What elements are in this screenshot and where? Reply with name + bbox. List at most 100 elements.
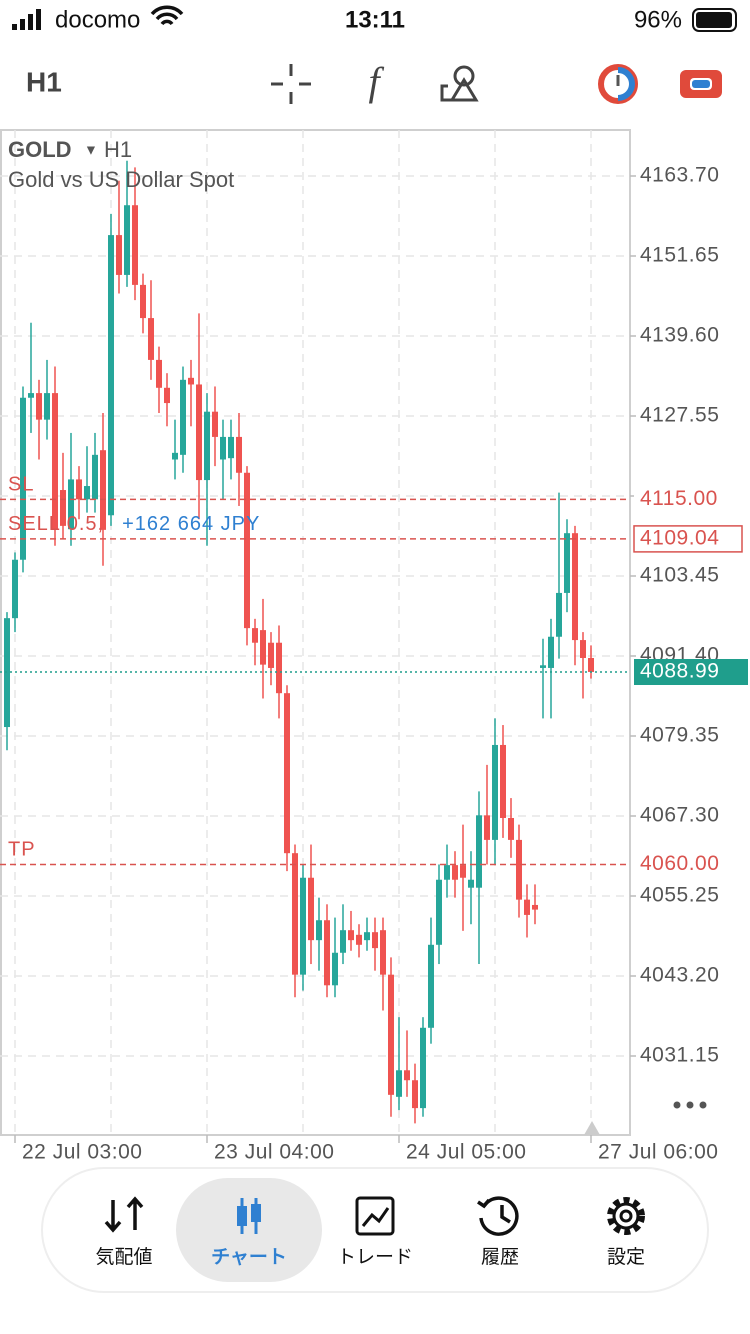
y-tick-label: 4103.45 — [640, 564, 719, 587]
y-tick-label: 4055.25 — [640, 884, 719, 907]
candle-body — [388, 974, 394, 1095]
nav-label[interactable]: 気配値 — [95, 1246, 152, 1268]
nav-label[interactable]: チャート — [211, 1247, 287, 1268]
y-tick-label: 4127.55 — [640, 404, 719, 427]
candle-body — [484, 815, 490, 840]
candle-body — [60, 490, 66, 526]
bottom-nav: 気配値 チャート トレード 履歴 設定 — [41, 1167, 709, 1293]
candle-body — [116, 235, 122, 275]
price-line-name: TP — [8, 839, 36, 861]
nav-label[interactable]: 履歴 — [481, 1247, 519, 1268]
wifi-icon — [150, 5, 184, 26]
price-line-label: 4115.00 — [640, 487, 718, 510]
settings-icon[interactable] — [607, 1197, 645, 1235]
candle-body — [572, 533, 578, 641]
candle-body — [20, 397, 26, 560]
quotes-icon[interactable] — [104, 1196, 144, 1233]
indicators-button[interactable]: f — [368, 59, 384, 104]
candle-body — [500, 744, 506, 818]
one-click-trading-button[interactable] — [598, 64, 638, 104]
candle-body — [524, 899, 530, 915]
candle-body — [316, 920, 322, 941]
candle-body — [132, 205, 138, 285]
candle-body — [364, 932, 370, 941]
battery-percent: 96% — [634, 6, 682, 33]
candle-body — [172, 452, 178, 460]
candle-body — [508, 817, 514, 840]
more-button[interactable] — [673, 1101, 707, 1109]
signal-bar — [36, 9, 41, 30]
price-line-name: SL — [8, 474, 34, 496]
current-price-box — [634, 659, 748, 686]
crosshair-button[interactable] — [271, 64, 311, 104]
x-tick-label: 27 Jul 06:00 — [598, 1141, 718, 1164]
candle-body — [276, 642, 282, 694]
candle-body — [588, 657, 594, 672]
y-tick-label: 4139.60 — [640, 324, 719, 347]
y-tick-label: 4151.65 — [640, 244, 719, 267]
symbol: GOLD — [8, 137, 72, 162]
carrier: docomo — [55, 6, 140, 33]
clock: 13:11 — [345, 6, 405, 33]
candle-body — [340, 930, 346, 953]
candle-body — [556, 592, 562, 637]
candle-body — [300, 877, 306, 975]
candle-body — [100, 450, 106, 530]
candle-body — [452, 865, 458, 880]
candle-body — [156, 359, 162, 388]
order-profit: +162 664 JPY — [122, 513, 260, 535]
dropdown-arrow[interactable]: ▼ — [84, 142, 98, 158]
candle-body — [564, 533, 570, 593]
candle-body — [164, 387, 170, 404]
x-tick-label: 23 Jul 04:00 — [214, 1141, 334, 1164]
chart-icon[interactable] — [237, 1198, 261, 1234]
candle-body — [516, 839, 522, 900]
nav-label[interactable]: 設定 — [607, 1246, 645, 1268]
y-tick-label: 4079.35 — [640, 724, 719, 747]
candle-body — [228, 436, 234, 459]
label-layer: 4163.704151.654139.604127.554115.54103.4… — [22, 164, 748, 1164]
history-icon[interactable] — [477, 1196, 519, 1236]
candle-body — [36, 393, 42, 420]
trade-button[interactable] — [680, 70, 722, 98]
price-line-name: SELL 0.5, — [8, 513, 104, 535]
candle-body — [252, 628, 258, 643]
candle-body — [308, 877, 314, 941]
candle-body — [548, 636, 554, 668]
current-price-label: 4088.99 — [640, 660, 719, 683]
price-label-bg — [634, 851, 742, 878]
grid-layer — [0, 130, 636, 1143]
y-tick-label: 4067.30 — [640, 804, 719, 827]
y-tick-label: 4043.20 — [640, 964, 719, 987]
timeframe-button[interactable]: H1 — [26, 66, 62, 97]
candle-body — [532, 904, 538, 910]
candle-body — [84, 486, 90, 500]
trade-icon[interactable] — [355, 1196, 395, 1236]
price-line-layer: SL SELL 0.5, +162 664 JPY TP — [0, 474, 630, 866]
nav-label[interactable]: トレード — [337, 1247, 413, 1268]
candle-body — [68, 479, 74, 530]
signal-bar — [28, 14, 33, 30]
nav-active-bg — [176, 1178, 322, 1282]
scroll-marker — [584, 1121, 600, 1135]
candle-body — [372, 932, 378, 949]
candle-body — [220, 436, 226, 460]
signal-bar — [12, 24, 17, 30]
candle-body — [380, 930, 386, 975]
candle-body — [492, 744, 498, 840]
objects-button[interactable] — [440, 65, 479, 102]
status-bar: docomo 13:11 96% — [12, 5, 737, 33]
candle-body — [180, 379, 186, 455]
candle-body — [260, 630, 266, 665]
candle-body — [76, 479, 82, 500]
candle-body — [196, 384, 202, 481]
candle-body — [212, 411, 218, 437]
candle-body — [396, 1070, 402, 1097]
candle-body — [12, 559, 18, 619]
chart-frame — [0, 129, 631, 1136]
candle-body — [28, 393, 34, 398]
candle-body — [52, 393, 58, 530]
y-tick-label: 4031.15 — [640, 1044, 719, 1067]
